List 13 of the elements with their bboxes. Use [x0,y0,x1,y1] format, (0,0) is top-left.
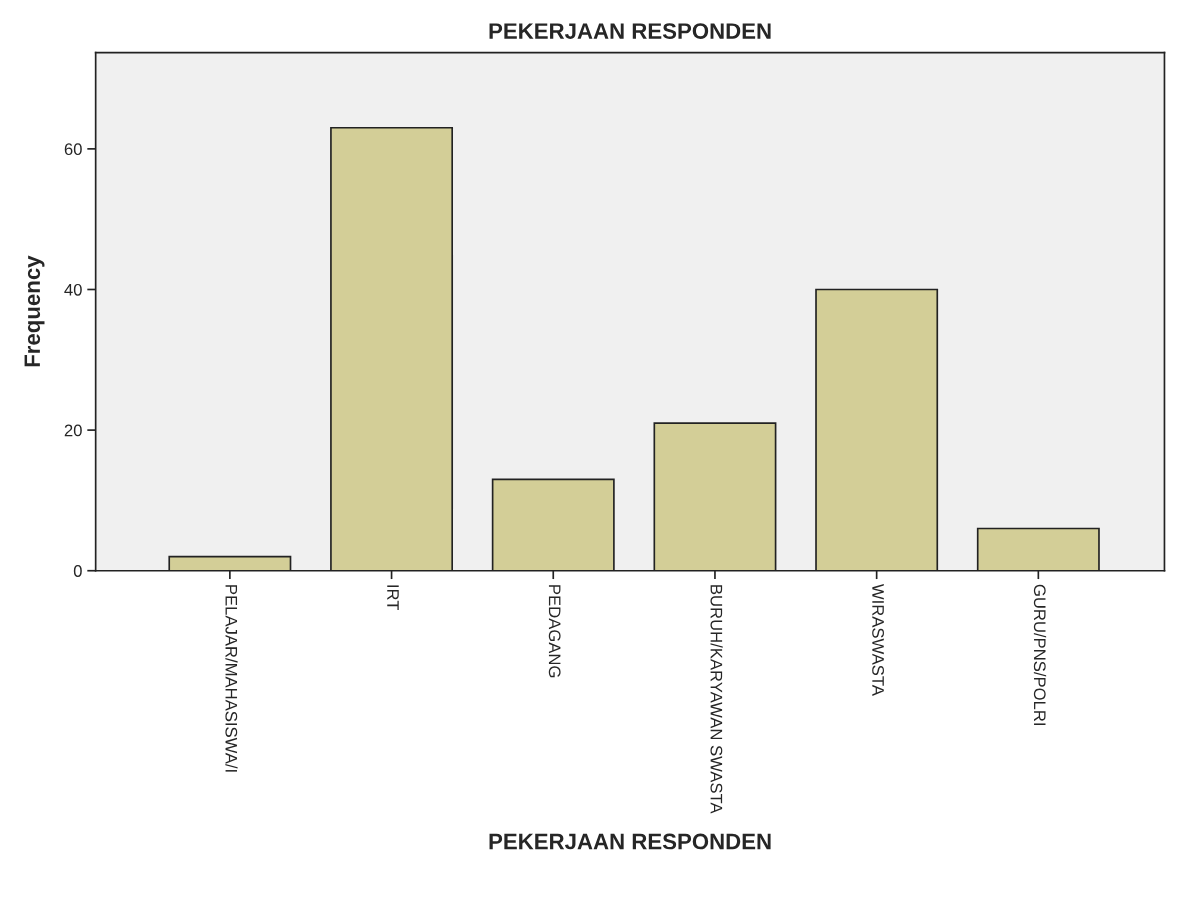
y-tick-label: 0 [73,565,82,577]
y-tick-label: 20 [64,424,82,437]
x-tick-label: IRT [387,585,399,611]
x-tick-label: WIRASWASTA [872,583,884,696]
x-tick-label: PEDAGANG [548,585,561,678]
x-axis-title: PEKERJAAN RESPONDEN [489,833,771,850]
x-tick-label: BURUH/KARYAWAN SWASTA [710,585,723,814]
chart-title: PEKERJAAN RESPONDEN [489,23,771,39]
x-tick-label: GURU/PNS/POLRI [1033,584,1047,725]
x-tick-label: PELAJAR/MAHASISWA/I [225,585,238,772]
y-tick-label: 60 [64,143,82,156]
y-axis-title: Frequency [24,255,45,367]
y-tick-label: 40 [64,283,82,296]
